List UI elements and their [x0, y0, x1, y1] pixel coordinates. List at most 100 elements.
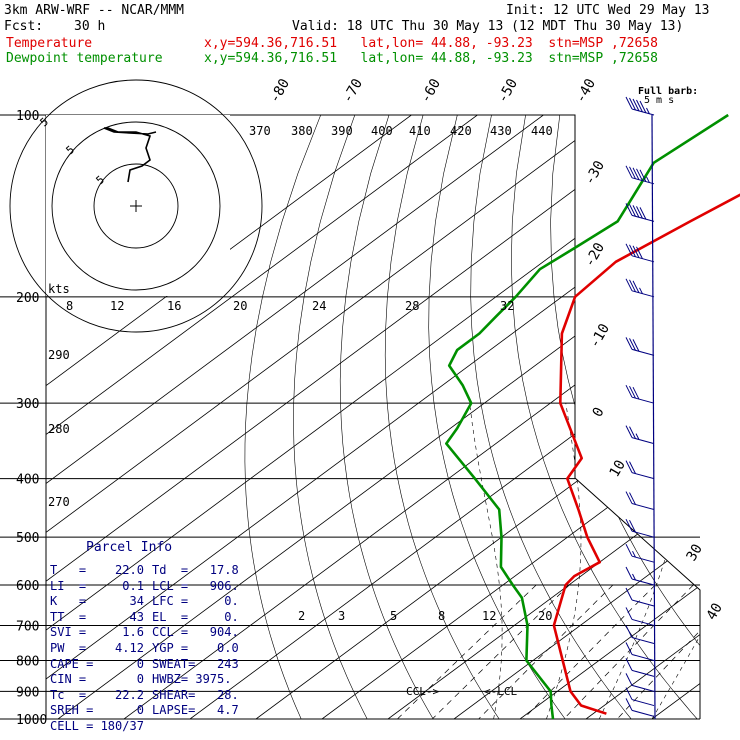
- moist-adiabat: [598, 403, 690, 719]
- theta-label: 390: [331, 124, 353, 138]
- theta-label: 420: [450, 124, 472, 138]
- wind-barb: [625, 165, 655, 185]
- wind-barb: [625, 658, 655, 677]
- parcel-info-right: Td = 17.8: [152, 563, 239, 577]
- isotherm-label: -80: [267, 76, 294, 106]
- wind-barb-flag: [625, 566, 633, 580]
- wind-barb: [625, 203, 655, 222]
- parcel-info-left: T = 22.0: [50, 563, 144, 577]
- model-title: 3km ARW-WRF -- NCAR/MMM: [4, 3, 185, 18]
- valid-time: Valid: 18 UTC Thu 30 May 13 (12 MDT Thu …: [292, 19, 684, 34]
- isotherm-line: [651, 115, 700, 719]
- wind-barb-flag: [629, 279, 636, 293]
- wind-barb-staff: [631, 599, 655, 607]
- wind-barb: [625, 566, 655, 586]
- pressure-label: 300: [16, 397, 39, 412]
- dry-adiabat: [470, 115, 632, 719]
- isotherm-line: [453, 115, 700, 719]
- wind-barb: [625, 587, 655, 607]
- wind-barb-staff: [631, 255, 655, 263]
- wind-barb-staff: [631, 472, 655, 480]
- isotherm-line: [519, 115, 700, 719]
- dry-adiabat: [661, 115, 700, 719]
- wind-barb-staff: [631, 684, 655, 692]
- parcel-info-left: SREH = 0: [50, 703, 144, 718]
- wind-barb: [625, 384, 655, 404]
- isotherm-line: [46, 115, 478, 719]
- temperature-profile: [552, 193, 740, 715]
- wind-barb-flag: [625, 278, 633, 292]
- mixing-ratio-label: 8: [438, 609, 445, 623]
- wind-barb-flag: [636, 99, 643, 113]
- wind-barb: [625, 673, 655, 692]
- moist-adiabat: [546, 403, 582, 719]
- parcel-info-right: HWBZ= 3975.: [152, 672, 232, 687]
- temperature-legend-info: x,y=594.36,716.51 lat,lon= 44.88, -93.23…: [204, 36, 658, 51]
- isotherm-label: -10: [587, 321, 614, 351]
- mixing-ratio-line: [523, 584, 656, 719]
- wind-barb: [625, 642, 655, 661]
- isotherm-line: [585, 115, 700, 719]
- mixing-ratio-label: 5: [390, 609, 397, 623]
- wind-barb-staff: [631, 437, 655, 445]
- mixing-ratio-line: [478, 584, 614, 719]
- wind-barb-flag: [632, 280, 640, 294]
- wind-barb-flag: [632, 205, 640, 218]
- wind-barb-flag: [625, 491, 633, 504]
- wind-barb: [625, 337, 655, 356]
- isotherm-line: [189, 115, 700, 719]
- theta-label: 380: [291, 124, 313, 138]
- wind-barb-flag: [625, 587, 633, 601]
- pressure-label: 200: [16, 291, 39, 306]
- wind-legend-title: Full barb:: [638, 86, 699, 97]
- wind-barb-half: [632, 550, 636, 558]
- wind-barb-staff: [631, 503, 655, 511]
- wind-barb-flag: [632, 98, 640, 112]
- wind-barb-flag: [625, 687, 633, 700]
- wind-barb-flag: [625, 460, 633, 473]
- parcel-info-left: CIN = 0: [50, 672, 144, 687]
- hodograph-speed-label: 16: [167, 299, 181, 313]
- dry-adiabat: [293, 115, 368, 719]
- parcel-info-right: SHEAR= 28.: [152, 687, 239, 702]
- hodograph-speed-label: 8: [66, 299, 73, 313]
- moist-adiabat: [469, 403, 503, 719]
- wind-barb: [625, 543, 655, 563]
- wind-barb: [625, 491, 655, 511]
- theta-label: 270: [48, 495, 70, 509]
- wind-barb: [625, 687, 655, 707]
- pressure-label: 500: [16, 531, 39, 546]
- dry-adiabat: [550, 115, 700, 719]
- wind-barb-flag: [629, 244, 636, 258]
- theta-label: 400: [371, 124, 393, 138]
- theta-label: 280: [48, 422, 70, 436]
- wind-barb-flag: [636, 168, 643, 182]
- parcel-info-left: TT = 43: [50, 609, 144, 624]
- hodograph-speed-label: 12: [110, 299, 124, 313]
- wind-barb: [625, 278, 655, 298]
- dry-adiabat: [731, 115, 740, 719]
- mixing-ratio-label: 12: [482, 609, 496, 623]
- wind-barb-staff: [631, 290, 655, 298]
- hodograph-speed-label: 20: [233, 299, 247, 313]
- theta-label: 290: [48, 348, 70, 362]
- wind-barb-flag: [632, 167, 640, 181]
- isotherm-line: [46, 115, 412, 719]
- hodograph-ring: [51, 121, 221, 291]
- hodograph-trace: [103, 127, 157, 183]
- wind-barb-flag: [629, 338, 636, 351]
- mixing-ratio-line: [432, 584, 570, 719]
- forecast-hour: 30 h: [74, 19, 106, 34]
- wind-barb-staff: [631, 618, 655, 626]
- theta-label: 370: [249, 124, 271, 138]
- dewpoint-legend-info: x,y=594.36,716.51 lat,lon= 44.88, -93.23…: [204, 51, 658, 66]
- theta-label: 440: [531, 124, 553, 138]
- wind-barb-staff: [631, 699, 655, 707]
- init-time: Init: 12 UTC Wed 29 May 13: [506, 3, 710, 18]
- parcel-info-left: Tc = 22.2: [50, 687, 144, 702]
- isotherm-label: 10: [607, 457, 629, 480]
- hodograph-ring: [93, 163, 179, 249]
- isotherm-line: [46, 115, 544, 719]
- wind-barb-flag: [625, 698, 633, 711]
- wind-barb-flag: [636, 206, 643, 219]
